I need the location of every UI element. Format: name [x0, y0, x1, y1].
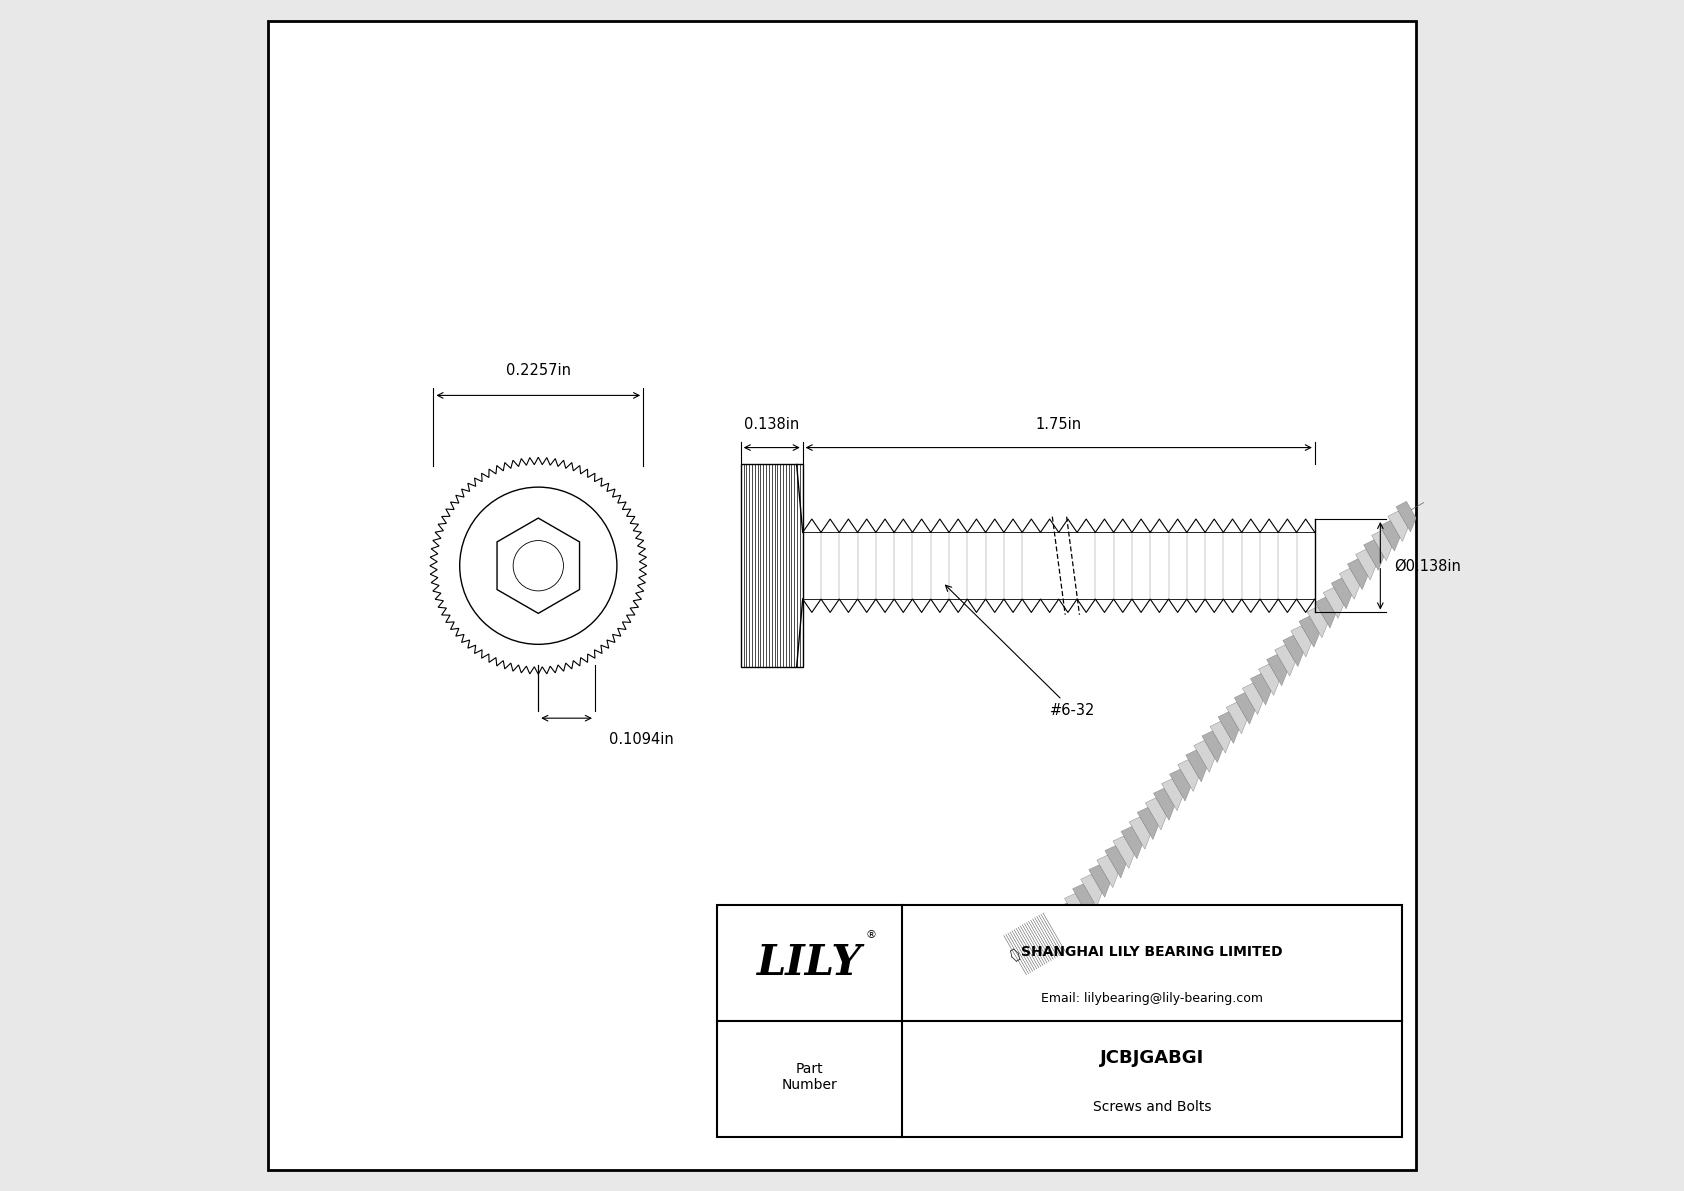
Polygon shape — [1251, 673, 1271, 705]
Polygon shape — [1122, 827, 1142, 859]
Polygon shape — [1266, 654, 1287, 686]
Polygon shape — [1211, 722, 1231, 753]
Polygon shape — [1364, 540, 1384, 570]
Polygon shape — [1186, 750, 1207, 781]
Polygon shape — [1081, 874, 1101, 906]
Polygon shape — [1307, 606, 1327, 637]
Polygon shape — [1105, 846, 1127, 878]
Polygon shape — [497, 518, 579, 613]
Polygon shape — [1130, 817, 1150, 849]
Bar — [741, 464, 803, 667]
Polygon shape — [1145, 798, 1167, 830]
Text: 0.2257in: 0.2257in — [505, 362, 571, 378]
Text: 0.1094in: 0.1094in — [610, 732, 674, 748]
Text: Ø0.138in: Ø0.138in — [1394, 559, 1462, 573]
Bar — [717, 905, 1401, 1137]
Polygon shape — [1275, 644, 1295, 676]
Polygon shape — [1379, 520, 1399, 551]
Polygon shape — [1137, 807, 1159, 840]
Text: #6-32: #6-32 — [945, 585, 1095, 718]
Polygon shape — [1202, 731, 1223, 762]
Polygon shape — [1096, 855, 1118, 887]
Polygon shape — [1283, 635, 1303, 667]
Text: Email: lilybearing@lily-bearing.com: Email: lilybearing@lily-bearing.com — [1041, 992, 1263, 1004]
Polygon shape — [1372, 530, 1393, 561]
Polygon shape — [1218, 712, 1239, 743]
Polygon shape — [1162, 779, 1182, 811]
Polygon shape — [1292, 625, 1312, 657]
Polygon shape — [1396, 501, 1416, 532]
Polygon shape — [1347, 559, 1367, 590]
Text: JCBJGABGI: JCBJGABGI — [1100, 1049, 1204, 1067]
Text: Screws and Bolts: Screws and Bolts — [1093, 1100, 1211, 1115]
Text: LILY: LILY — [756, 942, 862, 984]
Circle shape — [514, 541, 564, 591]
Polygon shape — [1113, 836, 1135, 868]
Polygon shape — [429, 457, 647, 674]
Polygon shape — [1049, 912, 1069, 946]
Polygon shape — [1226, 703, 1246, 734]
Polygon shape — [1073, 884, 1095, 916]
Polygon shape — [1298, 616, 1320, 647]
Polygon shape — [1339, 568, 1359, 599]
Text: ®: ® — [866, 930, 877, 940]
Polygon shape — [1243, 682, 1263, 715]
Polygon shape — [1004, 912, 1068, 974]
Text: 0.138in: 0.138in — [744, 417, 800, 432]
Circle shape — [460, 487, 616, 644]
Polygon shape — [1315, 597, 1335, 628]
Text: 1.75in: 1.75in — [1036, 417, 1081, 432]
Text: SHANGHAI LILY BEARING LIMITED: SHANGHAI LILY BEARING LIMITED — [1021, 944, 1283, 959]
Polygon shape — [1388, 511, 1408, 542]
Polygon shape — [1234, 693, 1255, 724]
Polygon shape — [1170, 769, 1191, 802]
Polygon shape — [1177, 760, 1199, 792]
Polygon shape — [1332, 578, 1352, 609]
Polygon shape — [1324, 587, 1344, 618]
Text: Part
Number: Part Number — [781, 1062, 837, 1092]
Polygon shape — [1154, 788, 1174, 821]
Polygon shape — [1194, 741, 1214, 772]
Polygon shape — [1090, 865, 1110, 897]
Ellipse shape — [992, 937, 1037, 973]
Polygon shape — [1056, 903, 1078, 936]
Polygon shape — [1356, 549, 1376, 580]
Polygon shape — [1064, 893, 1086, 927]
Polygon shape — [1258, 663, 1280, 696]
